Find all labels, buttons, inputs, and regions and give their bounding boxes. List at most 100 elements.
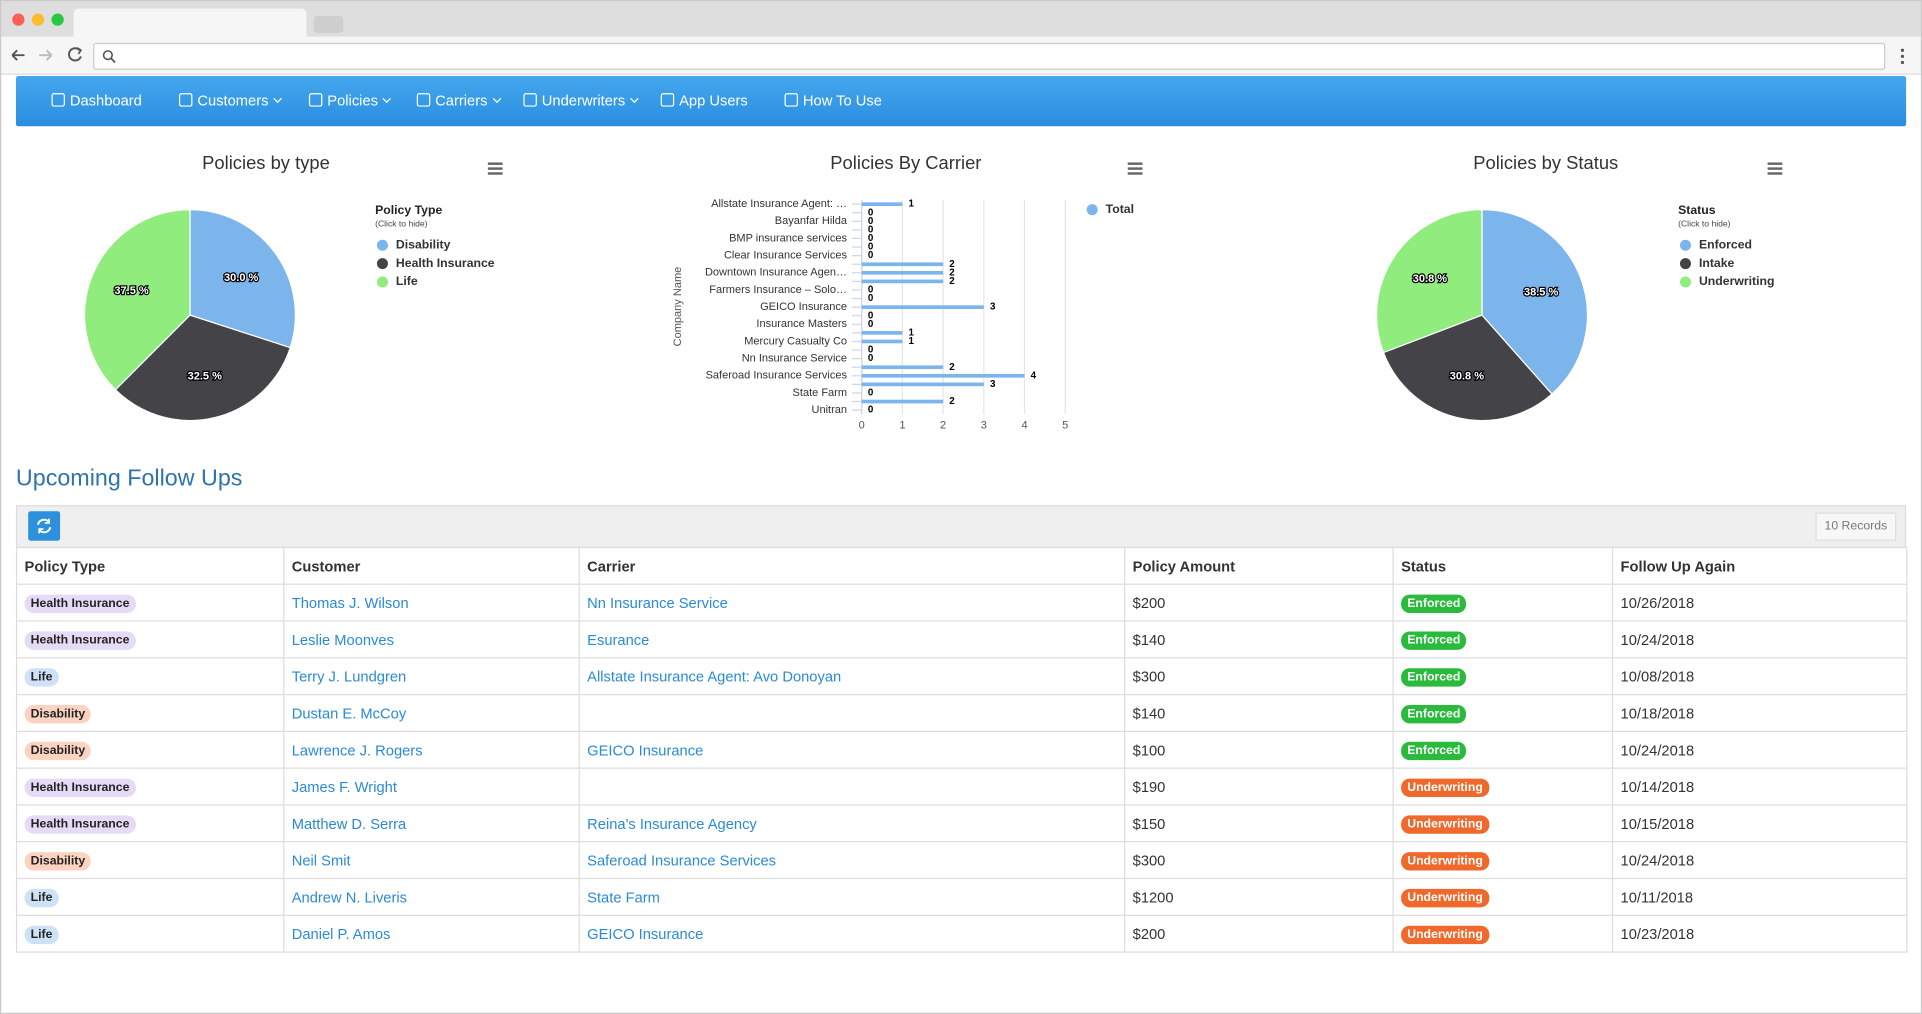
nav-label: How To Use bbox=[802, 91, 882, 110]
customer-link[interactable]: Leslie Moonves bbox=[291, 630, 394, 648]
table-cell bbox=[578, 767, 1126, 806]
customer-link[interactable]: Andrew N. Liveris bbox=[291, 888, 408, 906]
nav-icon bbox=[416, 93, 431, 107]
nav-item[interactable]: Dashboard bbox=[51, 92, 142, 109]
legend-marker bbox=[376, 276, 388, 288]
table-cell: 10/24/2018 bbox=[1611, 620, 1908, 659]
bar-data-label: 0 bbox=[868, 216, 874, 227]
bar-data-label: 0 bbox=[868, 388, 874, 399]
bar bbox=[861, 339, 903, 344]
y-tick-label: Farmers Insurance – Solo… bbox=[709, 284, 847, 296]
legend-item[interactable]: Underwriting bbox=[1679, 274, 1775, 288]
chart-menu-icon[interactable] bbox=[1767, 167, 1783, 170]
section-title: Upcoming Follow Ups bbox=[15, 465, 243, 492]
chart-menu-icon[interactable] bbox=[1767, 172, 1783, 175]
carrier-link[interactable]: GEICO Insurance bbox=[587, 741, 704, 759]
table-cell: State Farm bbox=[578, 877, 1126, 916]
customer-link[interactable]: Daniel P. Amos bbox=[291, 925, 391, 943]
nav-item[interactable]: Underwriters bbox=[523, 92, 639, 109]
legend-item[interactable]: Life bbox=[376, 274, 418, 288]
nav-item[interactable]: Carriers bbox=[416, 92, 501, 109]
carrier-link[interactable]: Saferoad Insurance Services bbox=[587, 851, 777, 869]
nav-buttons[interactable] bbox=[7, 45, 88, 65]
table-row: Health Insurance James F. Wright $190 Under… bbox=[15, 767, 1908, 806]
menu-dots[interactable] bbox=[1898, 47, 1908, 67]
column-header: Customer bbox=[283, 546, 580, 585]
table-cell: 10/08/2018 bbox=[1611, 657, 1908, 696]
nav-item[interactable]: Policies bbox=[308, 92, 392, 109]
legend-subtitle: (Click to hide) bbox=[1678, 219, 1731, 229]
table-cell: James F. Wright bbox=[283, 767, 580, 806]
legend-item[interactable]: Intake bbox=[1679, 256, 1735, 270]
chart-menu-icon[interactable] bbox=[1127, 162, 1143, 165]
policy-type-badge: Health Insurance bbox=[24, 630, 136, 650]
table-cell: Enforced bbox=[1392, 693, 1614, 732]
charts: Policies by type 30.0 % 32.5 % 37.5 % Policy… bbox=[83, 152, 1783, 431]
carrier-link[interactable]: Esurance bbox=[587, 630, 650, 648]
chart-menu-icon[interactable] bbox=[1127, 167, 1143, 170]
chart-menu-icon[interactable] bbox=[487, 167, 503, 170]
table-row: Health Insurance Thomas J. Wilson Nn Insur… bbox=[15, 583, 1908, 622]
pie-slice bbox=[189, 209, 297, 349]
customer-link[interactable]: Neil Smit bbox=[291, 851, 351, 869]
table-cell: GEICO Insurance bbox=[578, 914, 1126, 953]
customer-link[interactable]: Dustan E. McCoy bbox=[291, 704, 407, 722]
table-cell: Neil Smit bbox=[283, 841, 580, 880]
legend-item[interactable]: Total bbox=[1086, 202, 1134, 216]
cell-text: 10/24/2018 bbox=[1620, 851, 1695, 869]
legend-item[interactable]: Enforced bbox=[1679, 237, 1752, 251]
cell-text: 10/23/2018 bbox=[1620, 925, 1695, 943]
column-header: Carrier bbox=[578, 546, 1126, 585]
legend-label: Enforced bbox=[1699, 237, 1752, 251]
table-cell: 10/15/2018 bbox=[1611, 804, 1908, 843]
chart-menu-icon[interactable] bbox=[1127, 172, 1143, 175]
table-row: Disability Neil Smit Saferoad Insurance Se… bbox=[15, 841, 1908, 880]
customer-link[interactable]: James F. Wright bbox=[291, 777, 397, 796]
customer-link[interactable]: Terry J. Lundgren bbox=[291, 667, 407, 685]
customer-link[interactable]: Matthew D. Serra bbox=[291, 814, 407, 832]
bar-data-label: 0 bbox=[868, 405, 874, 416]
pie-slice bbox=[1376, 209, 1483, 354]
policy-type-badge: Health Insurance bbox=[24, 594, 136, 613]
chart-menu-icon[interactable] bbox=[1767, 162, 1783, 165]
legend-item[interactable]: Health Insurance bbox=[376, 256, 495, 270]
carrier-link[interactable]: Nn Insurance Service bbox=[587, 594, 728, 612]
cell-text: 10/24/2018 bbox=[1620, 630, 1695, 648]
chart-menu-icon[interactable] bbox=[487, 172, 503, 175]
close-button[interactable] bbox=[12, 13, 25, 26]
nav-item[interactable]: How To Use bbox=[784, 91, 882, 110]
pie-slice bbox=[1481, 209, 1588, 395]
policy-type-badge: Disability bbox=[24, 851, 92, 870]
customer-link[interactable]: Thomas J. Wilson bbox=[291, 594, 409, 612]
chart-title: Policies By Carrier bbox=[830, 152, 981, 173]
status-badge: Enforced bbox=[1401, 741, 1467, 760]
url-bar[interactable] bbox=[93, 42, 1886, 70]
legend-marker bbox=[376, 258, 388, 270]
table-cell: Andrew N. Liveris bbox=[283, 877, 580, 916]
legend-title: Policy Type bbox=[375, 203, 442, 217]
carrier-link[interactable]: GEICO Insurance bbox=[587, 925, 704, 943]
table-cell: Daniel P. Amos bbox=[283, 914, 580, 953]
legend-item[interactable]: Disability bbox=[376, 237, 451, 251]
status-badge: Underwriting bbox=[1401, 851, 1489, 870]
refresh-button[interactable] bbox=[28, 511, 61, 541]
carrier-link[interactable]: Allstate Insurance Agent: Avo Donoyan bbox=[587, 667, 842, 685]
new-tab[interactable] bbox=[313, 15, 344, 34]
bar bbox=[861, 305, 984, 309]
bar bbox=[861, 382, 984, 387]
y-tick-label: GEICO Insurance bbox=[760, 301, 847, 313]
minimize-button[interactable] bbox=[31, 13, 45, 26]
browser-tab[interactable] bbox=[73, 8, 307, 39]
nav-item[interactable]: Customers bbox=[178, 92, 282, 109]
pie-data-label: 32.5 % bbox=[188, 371, 222, 383]
table-cell: Health Insurance bbox=[15, 583, 285, 622]
carrier-link[interactable]: State Farm bbox=[587, 888, 660, 906]
carrier-link[interactable]: Reina's Insurance Agency bbox=[587, 814, 757, 832]
nav-item[interactable]: App Users bbox=[660, 92, 748, 109]
table-cell: Life bbox=[15, 914, 285, 953]
nav-icon bbox=[784, 93, 798, 107]
customer-link[interactable]: Lawrence J. Rogers bbox=[291, 741, 423, 759]
nav-icon bbox=[178, 93, 193, 107]
maximize-button[interactable] bbox=[51, 13, 64, 26]
chart-menu-icon[interactable] bbox=[487, 162, 503, 165]
